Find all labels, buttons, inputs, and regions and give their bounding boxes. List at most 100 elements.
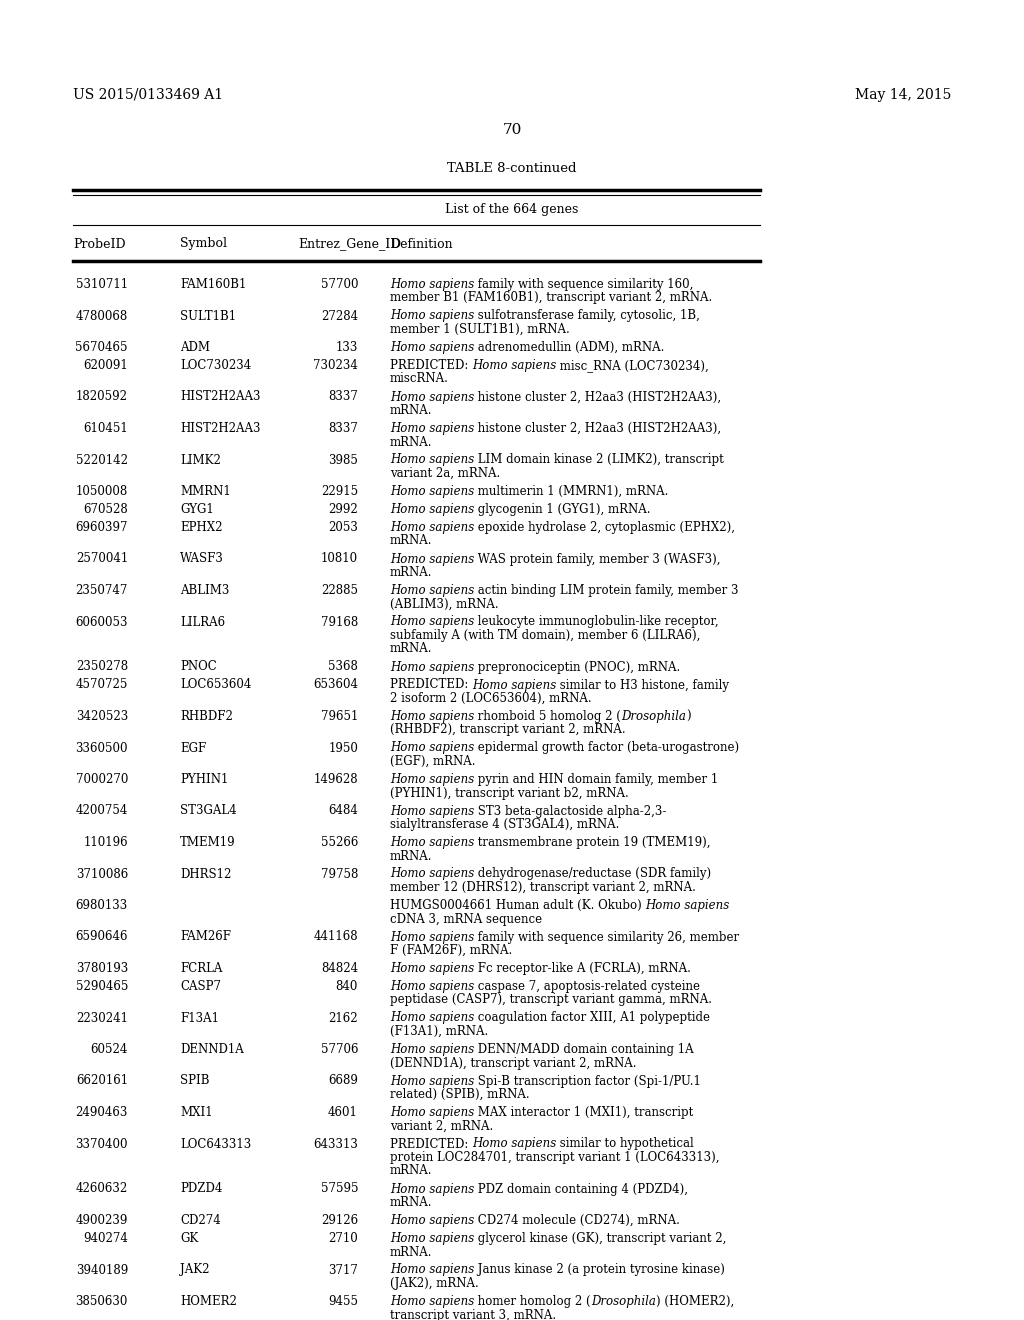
Text: DENN/MADD domain containing 1A: DENN/MADD domain containing 1A <box>474 1043 694 1056</box>
Text: variant 2a, mRNA.: variant 2a, mRNA. <box>390 467 501 480</box>
Text: 6590646: 6590646 <box>76 931 128 944</box>
Text: member 12 (DHRS12), transcript variant 2, mRNA.: member 12 (DHRS12), transcript variant 2… <box>390 880 696 894</box>
Text: F (FAM26F), mRNA.: F (FAM26F), mRNA. <box>390 944 512 957</box>
Text: Drosophila: Drosophila <box>622 710 686 723</box>
Text: 57595: 57595 <box>321 1183 358 1196</box>
Text: 57706: 57706 <box>321 1043 358 1056</box>
Text: Homo sapiens: Homo sapiens <box>390 1232 474 1245</box>
Text: 5290465: 5290465 <box>76 979 128 993</box>
Text: ): ) <box>686 710 690 723</box>
Text: MMRN1: MMRN1 <box>180 484 230 498</box>
Text: JAK2: JAK2 <box>180 1263 210 1276</box>
Text: rhomboid 5 homolog 2 (: rhomboid 5 homolog 2 ( <box>474 710 622 723</box>
Text: member 1 (SULT1B1), mRNA.: member 1 (SULT1B1), mRNA. <box>390 323 569 337</box>
Text: FAM160B1: FAM160B1 <box>180 279 247 290</box>
Text: 79758: 79758 <box>321 867 358 880</box>
Text: mRNA.: mRNA. <box>390 1196 432 1209</box>
Text: mRNA.: mRNA. <box>390 404 432 417</box>
Text: 840: 840 <box>336 979 358 993</box>
Text: Homo sapiens: Homo sapiens <box>390 1011 474 1024</box>
Text: 3985: 3985 <box>328 454 358 466</box>
Text: Homo sapiens: Homo sapiens <box>390 521 474 535</box>
Text: DENND1A: DENND1A <box>180 1043 244 1056</box>
Text: Symbol: Symbol <box>180 238 227 251</box>
Text: similar to hypothetical: similar to hypothetical <box>556 1138 694 1151</box>
Text: LIMK2: LIMK2 <box>180 454 221 466</box>
Text: CASP7: CASP7 <box>180 979 221 993</box>
Text: 5220142: 5220142 <box>76 454 128 466</box>
Text: protein LOC284701, transcript variant 1 (LOC643313),: protein LOC284701, transcript variant 1 … <box>390 1151 720 1164</box>
Text: Homo sapiens: Homo sapiens <box>472 359 556 372</box>
Text: FAM26F: FAM26F <box>180 931 231 944</box>
Text: 4900239: 4900239 <box>76 1214 128 1228</box>
Text: (JAK2), mRNA.: (JAK2), mRNA. <box>390 1276 479 1290</box>
Text: ProbeID: ProbeID <box>73 238 126 251</box>
Text: 7000270: 7000270 <box>76 774 128 785</box>
Text: coagulation factor XIII, A1 polypeptide: coagulation factor XIII, A1 polypeptide <box>474 1011 711 1024</box>
Text: 3717: 3717 <box>328 1263 358 1276</box>
Text: 2350747: 2350747 <box>76 583 128 597</box>
Text: Homo sapiens: Homo sapiens <box>390 836 474 849</box>
Text: 2162: 2162 <box>329 1011 358 1024</box>
Text: Entrez_Gene_ID: Entrez_Gene_ID <box>298 238 400 251</box>
Text: HUMGS0004661 Human adult (K. Okubo): HUMGS0004661 Human adult (K. Okubo) <box>390 899 645 912</box>
Text: epidermal growth factor (beta-urogastrone): epidermal growth factor (beta-urogastron… <box>474 742 739 755</box>
Text: 730234: 730234 <box>313 359 358 372</box>
Text: LOC643313: LOC643313 <box>180 1138 251 1151</box>
Text: 2230241: 2230241 <box>76 1011 128 1024</box>
Text: Homo sapiens: Homo sapiens <box>390 867 474 880</box>
Text: Homo sapiens: Homo sapiens <box>390 979 474 993</box>
Text: CD274 molecule (CD274), mRNA.: CD274 molecule (CD274), mRNA. <box>474 1214 680 1228</box>
Text: mRNA.: mRNA. <box>390 850 432 862</box>
Text: 22885: 22885 <box>321 583 358 597</box>
Text: (ABLIM3), mRNA.: (ABLIM3), mRNA. <box>390 598 499 610</box>
Text: Fc receptor-like A (FCRLA), mRNA.: Fc receptor-like A (FCRLA), mRNA. <box>474 962 691 975</box>
Text: Spi-B transcription factor (Spi-1/PU.1: Spi-B transcription factor (Spi-1/PU.1 <box>474 1074 701 1088</box>
Text: mRNA.: mRNA. <box>390 1246 432 1258</box>
Text: variant 2, mRNA.: variant 2, mRNA. <box>390 1119 494 1133</box>
Text: PREDICTED:: PREDICTED: <box>390 359 472 372</box>
Text: 5670465: 5670465 <box>76 341 128 354</box>
Text: US 2015/0133469 A1: US 2015/0133469 A1 <box>73 88 223 102</box>
Text: 6960397: 6960397 <box>76 521 128 535</box>
Text: Homo sapiens: Homo sapiens <box>390 774 474 785</box>
Text: Homo sapiens: Homo sapiens <box>390 309 474 322</box>
Text: peptidase (CASP7), transcript variant gamma, mRNA.: peptidase (CASP7), transcript variant ga… <box>390 994 712 1006</box>
Text: 57700: 57700 <box>321 279 358 290</box>
Text: cDNA 3, mRNA sequence: cDNA 3, mRNA sequence <box>390 912 542 925</box>
Text: Homo sapiens: Homo sapiens <box>390 1074 474 1088</box>
Text: CD274: CD274 <box>180 1214 221 1228</box>
Text: Homo sapiens: Homo sapiens <box>390 1106 474 1119</box>
Text: 110196: 110196 <box>83 836 128 849</box>
Text: (DENND1A), transcript variant 2, mRNA.: (DENND1A), transcript variant 2, mRNA. <box>390 1056 637 1069</box>
Text: Homo sapiens: Homo sapiens <box>390 742 474 755</box>
Text: dehydrogenase/reductase (SDR family): dehydrogenase/reductase (SDR family) <box>474 867 712 880</box>
Text: 2490463: 2490463 <box>76 1106 128 1119</box>
Text: May 14, 2015: May 14, 2015 <box>855 88 951 102</box>
Text: 4780068: 4780068 <box>76 309 128 322</box>
Text: histone cluster 2, H2aa3 (HIST2H2AA3),: histone cluster 2, H2aa3 (HIST2H2AA3), <box>474 422 721 436</box>
Text: Homo sapiens: Homo sapiens <box>390 454 474 466</box>
Text: homer homolog 2 (: homer homolog 2 ( <box>474 1295 591 1308</box>
Text: Homo sapiens: Homo sapiens <box>390 583 474 597</box>
Text: Homo sapiens: Homo sapiens <box>390 931 474 944</box>
Text: 55266: 55266 <box>321 836 358 849</box>
Text: GK: GK <box>180 1232 199 1245</box>
Text: LILRA6: LILRA6 <box>180 615 225 628</box>
Text: 2350278: 2350278 <box>76 660 128 673</box>
Text: F13A1: F13A1 <box>180 1011 219 1024</box>
Text: Homo sapiens: Homo sapiens <box>390 484 474 498</box>
Text: 6060053: 6060053 <box>76 615 128 628</box>
Text: Homo sapiens: Homo sapiens <box>390 553 474 565</box>
Text: Definition: Definition <box>390 238 453 251</box>
Text: LOC730234: LOC730234 <box>180 359 251 372</box>
Text: Homo sapiens: Homo sapiens <box>472 1138 556 1151</box>
Text: 6689: 6689 <box>328 1074 358 1088</box>
Text: TMEM19: TMEM19 <box>180 836 236 849</box>
Text: epoxide hydrolase 2, cytoplasmic (EPHX2),: epoxide hydrolase 2, cytoplasmic (EPHX2)… <box>474 521 735 535</box>
Text: 3780193: 3780193 <box>76 962 128 975</box>
Text: EPHX2: EPHX2 <box>180 521 222 535</box>
Text: Homo sapiens: Homo sapiens <box>390 615 474 628</box>
Text: PYHIN1: PYHIN1 <box>180 774 228 785</box>
Text: 1820592: 1820592 <box>76 391 128 404</box>
